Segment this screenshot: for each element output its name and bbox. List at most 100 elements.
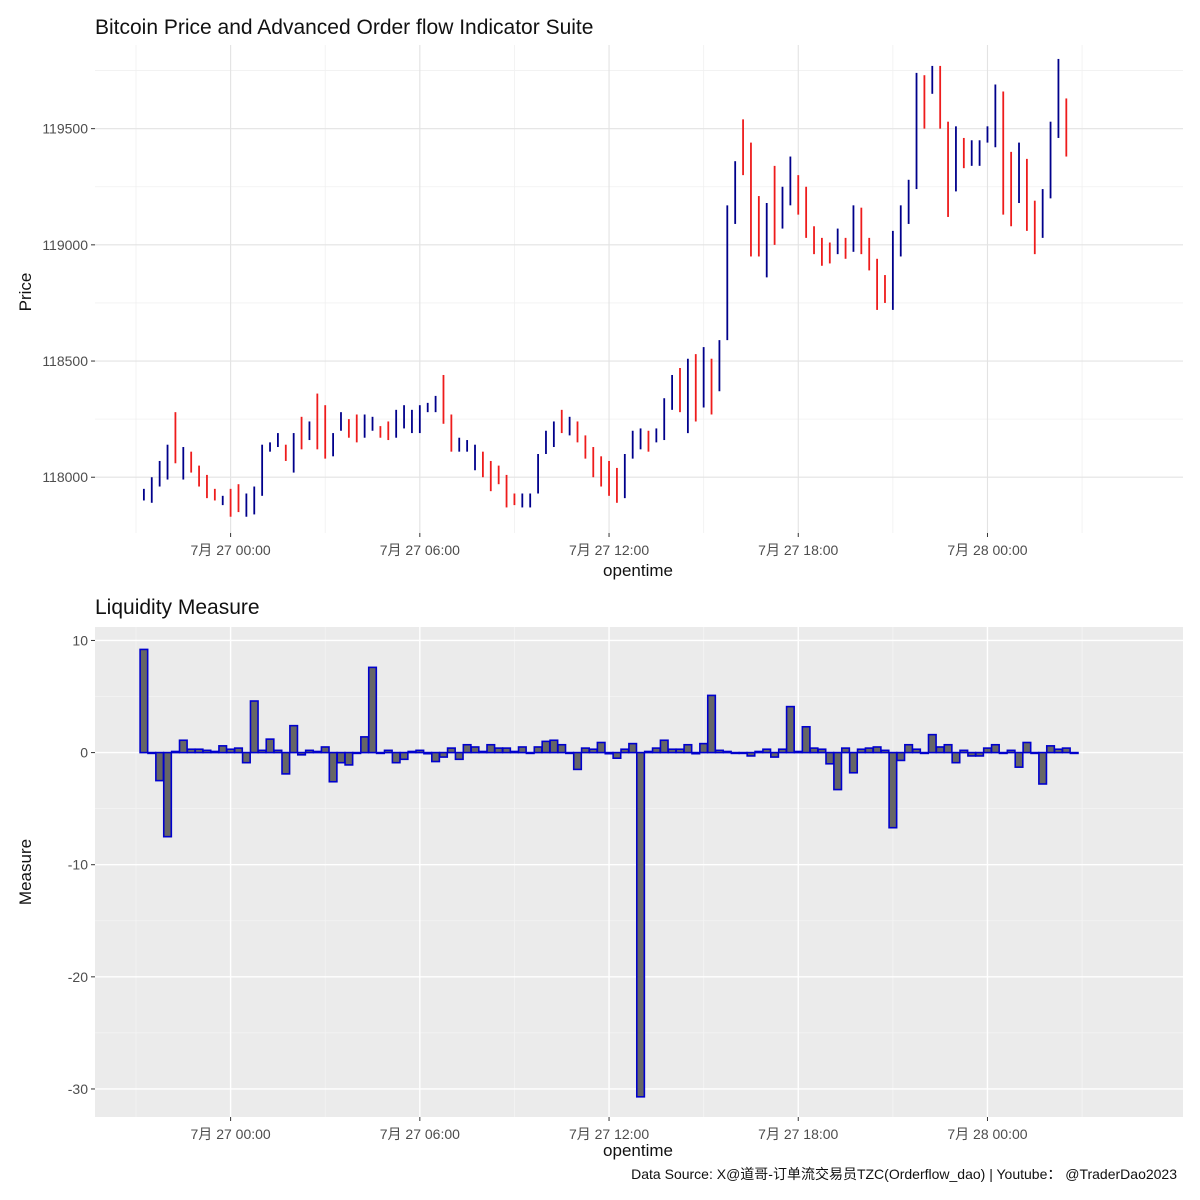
price-panel: Bitcoin Price and Advanced Order flow In… — [16, 16, 1183, 580]
price-grid — [95, 45, 1183, 533]
liquidity-bar — [289, 724, 299, 754]
liquidity-bar — [273, 749, 283, 754]
liquidity-bar — [462, 743, 472, 754]
liquidity-bar — [557, 743, 567, 754]
liquidity-bar — [241, 751, 251, 764]
liquidity-bar — [565, 751, 575, 755]
liquidity-bar — [612, 751, 622, 759]
liquidity-bar — [793, 750, 803, 754]
liquidity-bar — [360, 736, 370, 754]
liquidity-bar — [643, 750, 654, 754]
liquidity-bar — [604, 751, 614, 755]
liquidity-bar — [833, 751, 843, 791]
liquidity-bar — [746, 751, 756, 757]
liquidity-bar — [218, 745, 228, 754]
liquidity-bar — [210, 750, 220, 754]
liquidity-bar — [202, 749, 212, 754]
liquidity-bar — [344, 751, 354, 766]
price-chart-title: Bitcoin Price and Advanced Order flow In… — [95, 16, 593, 39]
liquidity-bar — [967, 751, 977, 757]
liquidity-bar — [509, 750, 520, 754]
liquidity-bar — [517, 746, 527, 754]
liquidity-bar — [186, 748, 196, 754]
liquidity-bar — [336, 751, 346, 764]
liquidity-bar — [840, 747, 851, 754]
liquidity-bar — [896, 751, 906, 762]
liquidity-bar — [825, 751, 835, 765]
liquidity-bar — [935, 746, 945, 754]
price-x-axis-title: opentime — [603, 561, 673, 580]
liquidity-bar — [959, 749, 969, 754]
liquidity-bar — [927, 733, 937, 754]
liquidity-chart-title: Liquidity Measure — [95, 596, 260, 619]
liquidity-bar — [580, 747, 590, 754]
x-tick-label: 7月 27 06:00 — [380, 1126, 460, 1142]
liquidity-bar — [383, 749, 393, 754]
liquidity-bar — [809, 747, 819, 754]
liquidity-bar — [675, 748, 685, 754]
liquidity-bar — [1061, 747, 1071, 754]
liquidity-bar — [265, 738, 275, 754]
liquidity-bar — [226, 748, 236, 754]
liquidity-bar — [541, 740, 551, 754]
liquidity-bar — [730, 751, 740, 755]
liquidity-bar — [194, 748, 204, 754]
liquidity-bar — [312, 750, 322, 754]
liquidity-bar — [549, 739, 559, 754]
liquidity-bar — [1022, 741, 1032, 754]
liquidity-bar — [998, 751, 1008, 755]
x-tick-label: 7月 27 00:00 — [191, 542, 271, 558]
data-source-caption: Data Source: X@道哥-订单流交易员TZC(Orderflow_da… — [631, 1166, 1177, 1182]
price-plot-background — [95, 45, 1183, 533]
y-tick-label: -10 — [68, 857, 88, 873]
liquidity-bar — [880, 749, 890, 754]
liquidity-bar — [754, 750, 764, 754]
liquidity-bar — [367, 666, 378, 754]
liquidity-bar — [454, 751, 464, 761]
liquidity-bar — [257, 749, 267, 754]
liquidity-bar — [919, 751, 929, 755]
liquidity-bar — [1038, 751, 1048, 785]
liquidity-bar — [431, 751, 441, 763]
x-tick-label: 7月 27 18:00 — [758, 542, 838, 558]
liquidity-bar — [706, 694, 717, 754]
liquidity-bar — [170, 750, 181, 754]
liquidity-bar — [446, 747, 456, 754]
y-tick-label: 0 — [80, 745, 88, 761]
y-tick-label: 118500 — [42, 353, 88, 369]
liquidity-bar — [722, 750, 732, 754]
liquidity-bar — [281, 751, 291, 775]
liquidity-bar — [415, 749, 425, 754]
x-tick-label: 7月 27 06:00 — [380, 542, 460, 558]
liquidity-bar — [1014, 751, 1024, 768]
liquidity-bar — [155, 751, 165, 782]
liquidity-bar — [596, 741, 606, 754]
y-tick-label: -20 — [68, 969, 88, 985]
liquidity-bar — [296, 751, 307, 756]
y-tick-label: 10 — [72, 632, 88, 648]
liquidity-bar — [1045, 745, 1056, 754]
liquidity-y-tick-labels: 10 0 -10 -20 -30 — [68, 632, 95, 1097]
x-tick-label: 7月 27 18:00 — [758, 1126, 838, 1142]
liquidity-bar — [762, 748, 772, 754]
liquidity-bar — [651, 747, 661, 754]
liquidity-bar — [391, 751, 401, 764]
liquidity-bar — [777, 748, 788, 754]
liquidity-bar — [848, 751, 859, 774]
price-y-tick-labels: 118000 118500 119000 119500 — [42, 121, 95, 485]
liquidity-bar — [139, 648, 149, 754]
liquidity-bar — [667, 748, 677, 754]
liquidity-bar — [975, 751, 985, 757]
y-tick-label: 118000 — [42, 469, 88, 485]
liquidity-bar — [423, 751, 433, 755]
liquidity-bar — [659, 739, 669, 754]
liquidity-bar — [494, 747, 504, 754]
liquidity-bar — [249, 700, 259, 754]
price-candles — [142, 58, 1068, 517]
liquidity-bar — [904, 743, 914, 754]
liquidity-bar — [588, 748, 598, 754]
liquidity-bar — [533, 746, 543, 754]
liquidity-bar — [714, 749, 725, 754]
liquidity-bar — [864, 747, 874, 754]
liquidity-panel: Liquidity Measure 10 0 -10 -20 -30 7月 27 00:… — [16, 596, 1183, 1160]
